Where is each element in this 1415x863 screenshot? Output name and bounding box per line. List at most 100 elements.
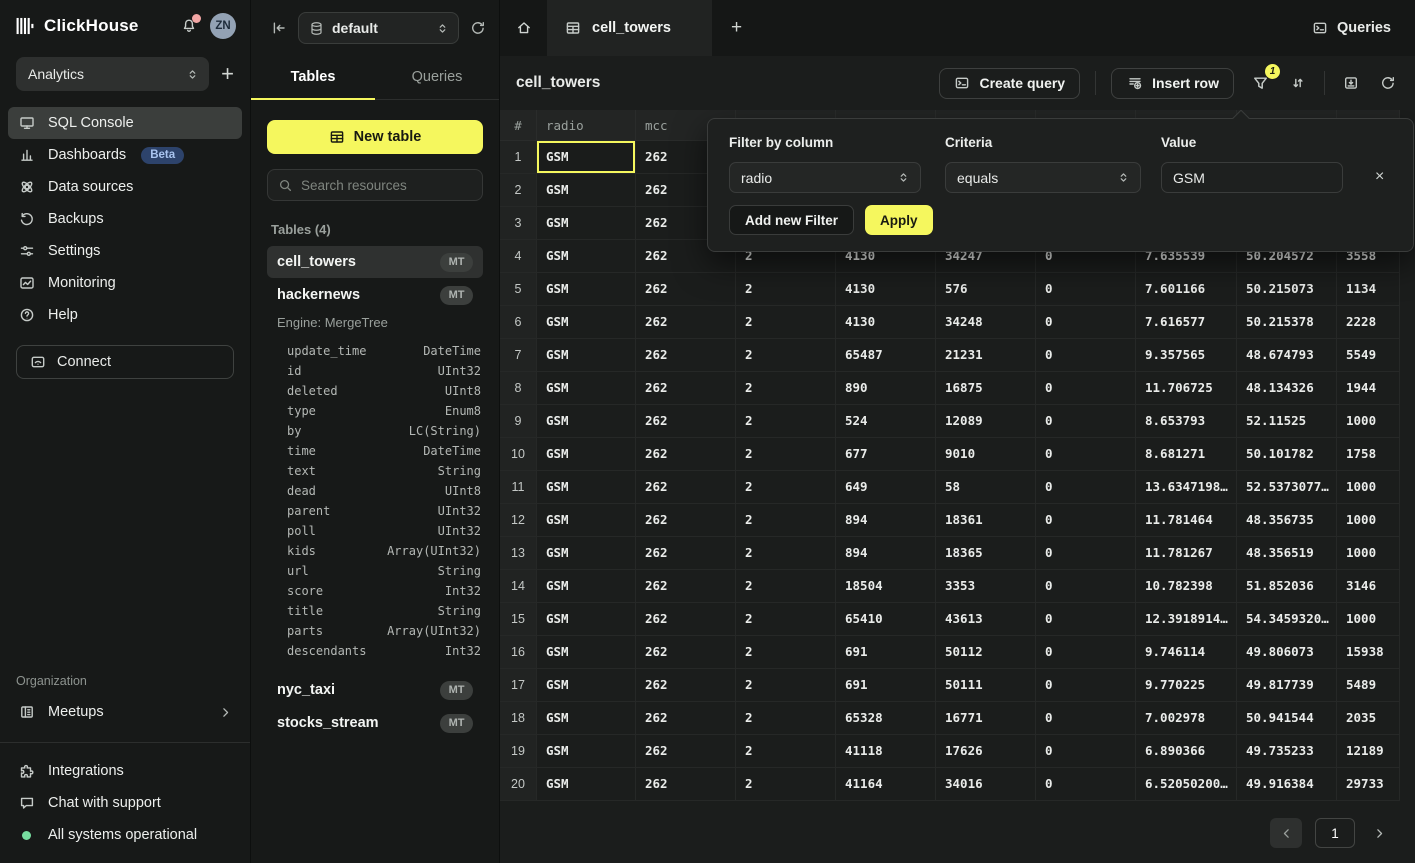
grid-cell[interactable]: 576 xyxy=(936,273,1036,306)
grid-cell[interactable]: 2035 xyxy=(1337,702,1400,735)
filter-criteria-select[interactable]: equals xyxy=(945,162,1141,193)
grid-cell[interactable]: 691 xyxy=(836,636,936,669)
tab-queries[interactable]: Queries xyxy=(375,56,499,99)
grid-cell[interactable]: 21231 xyxy=(936,339,1036,372)
grid-cell[interactable]: 49.916384 xyxy=(1237,768,1337,801)
grid-cell[interactable]: 3353 xyxy=(936,570,1036,603)
refresh-icon[interactable] xyxy=(1377,72,1399,94)
notifications-bell-icon[interactable] xyxy=(177,14,201,38)
grid-cell[interactable]: GSM xyxy=(537,240,636,273)
grid-cell[interactable]: 1000 xyxy=(1337,504,1400,537)
grid-cell[interactable]: 12089 xyxy=(936,405,1036,438)
grid-cell[interactable]: 0 xyxy=(1036,570,1136,603)
grid-cell[interactable]: 7.616577 xyxy=(1136,306,1237,339)
grid-cell[interactable]: 2 xyxy=(736,471,836,504)
grid-cell[interactable]: 894 xyxy=(836,537,936,570)
grid-cell[interactable]: 677 xyxy=(836,438,936,471)
grid-cell[interactable]: GSM xyxy=(537,306,636,339)
grid-cell[interactable]: 0 xyxy=(1036,768,1136,801)
grid-cell[interactable]: GSM xyxy=(537,504,636,537)
grid-cell[interactable]: 262 xyxy=(636,339,736,372)
refresh-tables-icon[interactable] xyxy=(470,20,486,36)
grid-cell[interactable]: 0 xyxy=(1036,372,1136,405)
search-resources-input[interactable] xyxy=(301,178,472,193)
apply-filter-button[interactable]: Apply xyxy=(865,205,933,235)
add-new-filter-button[interactable]: Add new Filter xyxy=(729,205,854,235)
grid-cell[interactable]: GSM xyxy=(537,438,636,471)
sidebar-item-backups[interactable]: Backups xyxy=(8,203,242,235)
grid-cell[interactable]: 2 xyxy=(736,669,836,702)
grid-cell[interactable]: GSM xyxy=(537,339,636,372)
grid-cell[interactable]: 58 xyxy=(936,471,1036,504)
workspace-select[interactable]: Analytics xyxy=(16,57,209,91)
grid-cell[interactable]: 41164 xyxy=(836,768,936,801)
grid-cell[interactable]: 41118 xyxy=(836,735,936,768)
grid-cell[interactable]: 262 xyxy=(636,372,736,405)
sidebar-item-data-sources[interactable]: Data sources xyxy=(8,171,242,203)
grid-cell[interactable]: 894 xyxy=(836,504,936,537)
grid-cell[interactable]: 48.134326 xyxy=(1237,372,1337,405)
grid-cell[interactable]: 0 xyxy=(1036,537,1136,570)
grid-cell[interactable]: 1944 xyxy=(1337,372,1400,405)
grid-cell[interactable]: 50111 xyxy=(936,669,1036,702)
grid-cell[interactable]: 12.3918914… xyxy=(1136,603,1237,636)
grid-cell[interactable]: 0 xyxy=(1036,273,1136,306)
grid-cell[interactable]: 2 xyxy=(736,306,836,339)
grid-cell[interactable]: GSM xyxy=(537,768,636,801)
grid-cell[interactable]: 0 xyxy=(1036,471,1136,504)
sidebar-item-chat-with-support[interactable]: Chat with support xyxy=(8,787,242,819)
grid-cell[interactable]: GSM xyxy=(537,471,636,504)
grid-cell[interactable]: 48.356519 xyxy=(1237,537,1337,570)
grid-cell[interactable]: 262 xyxy=(636,669,736,702)
sidebar-item-help[interactable]: Help xyxy=(8,299,242,331)
grid-cell[interactable]: 48.674793 xyxy=(1237,339,1337,372)
grid-cell[interactable]: GSM xyxy=(537,702,636,735)
sidebar-item-meetups[interactable]: Meetups xyxy=(8,696,242,728)
grid-cell[interactable]: 51.852036 xyxy=(1237,570,1337,603)
grid-cell[interactable]: GSM xyxy=(537,735,636,768)
download-icon[interactable] xyxy=(1340,72,1362,94)
grid-cell[interactable]: 7.601166 xyxy=(1136,273,1237,306)
grid-cell[interactable]: 18504 xyxy=(836,570,936,603)
new-tab-button[interactable]: + xyxy=(712,0,761,56)
grid-cell[interactable]: GSM xyxy=(537,537,636,570)
grid-cell[interactable]: 9.357565 xyxy=(1136,339,1237,372)
grid-cell[interactable]: 691 xyxy=(836,669,936,702)
grid-cell[interactable]: 49.817739 xyxy=(1237,669,1337,702)
sidebar-item-monitoring[interactable]: Monitoring xyxy=(8,267,242,299)
grid-cell[interactable]: 10.782398 xyxy=(1136,570,1237,603)
grid-cell[interactable]: 65328 xyxy=(836,702,936,735)
grid-cell[interactable]: 524 xyxy=(836,405,936,438)
grid-cell[interactable]: 262 xyxy=(636,471,736,504)
grid-cell[interactable]: 50112 xyxy=(936,636,1036,669)
grid-cell[interactable]: 1000 xyxy=(1337,471,1400,504)
grid-cell[interactable]: 649 xyxy=(836,471,936,504)
avatar[interactable]: ZN xyxy=(210,13,236,39)
grid-cell[interactable]: 49.806073 xyxy=(1237,636,1337,669)
grid-cell[interactable]: 29733 xyxy=(1337,768,1400,801)
grid-cell[interactable]: 262 xyxy=(636,570,736,603)
grid-cell[interactable]: 0 xyxy=(1036,306,1136,339)
insert-row-button[interactable]: Insert row xyxy=(1111,68,1234,99)
current-page-button[interactable]: 1 xyxy=(1315,818,1355,848)
grid-cell[interactable]: 34016 xyxy=(936,768,1036,801)
grid-cell[interactable]: 11.781464 xyxy=(1136,504,1237,537)
grid-cell[interactable]: 2 xyxy=(736,636,836,669)
grid-cell[interactable]: 12189 xyxy=(1337,735,1400,768)
grid-cell[interactable]: 15938 xyxy=(1337,636,1400,669)
grid-cell[interactable]: 50.215073 xyxy=(1237,273,1337,306)
sidebar-item-sql-console[interactable]: SQL Console xyxy=(8,107,242,139)
tab-cell-towers[interactable]: cell_towers xyxy=(547,0,712,56)
grid-cell[interactable]: 11.706725 xyxy=(1136,372,1237,405)
grid-cell[interactable]: 2 xyxy=(736,603,836,636)
filter-value-input[interactable] xyxy=(1161,162,1343,193)
grid-cell[interactable]: 262 xyxy=(636,702,736,735)
grid-cell[interactable]: 2 xyxy=(736,768,836,801)
collapse-panel-icon[interactable] xyxy=(271,20,287,36)
grid-cell[interactable]: 2 xyxy=(736,735,836,768)
grid-cell[interactable]: 262 xyxy=(636,537,736,570)
grid-cell[interactable]: GSM xyxy=(537,669,636,702)
grid-cell[interactable]: 262 xyxy=(636,603,736,636)
add-service-button[interactable]: + xyxy=(221,63,234,85)
grid-cell[interactable]: 48.356735 xyxy=(1237,504,1337,537)
